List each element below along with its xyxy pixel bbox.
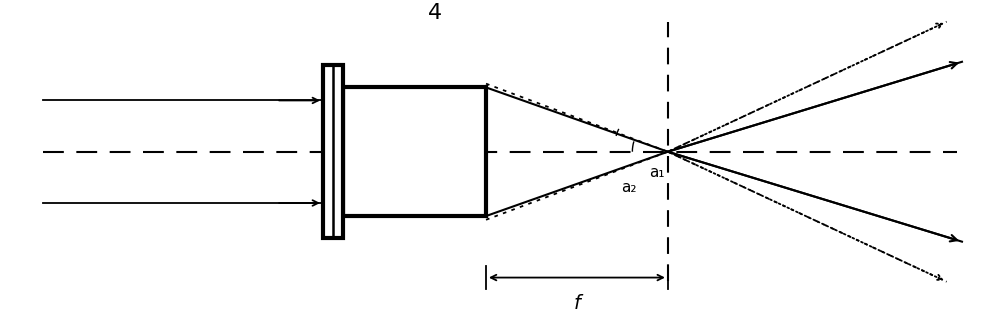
Text: f: f (573, 294, 580, 313)
Bar (323, 66, 343, 238)
Text: a₂: a₂ (621, 180, 636, 195)
Bar (343, 87, 486, 216)
Text: 4: 4 (428, 3, 442, 23)
Text: a₁: a₁ (649, 165, 664, 180)
